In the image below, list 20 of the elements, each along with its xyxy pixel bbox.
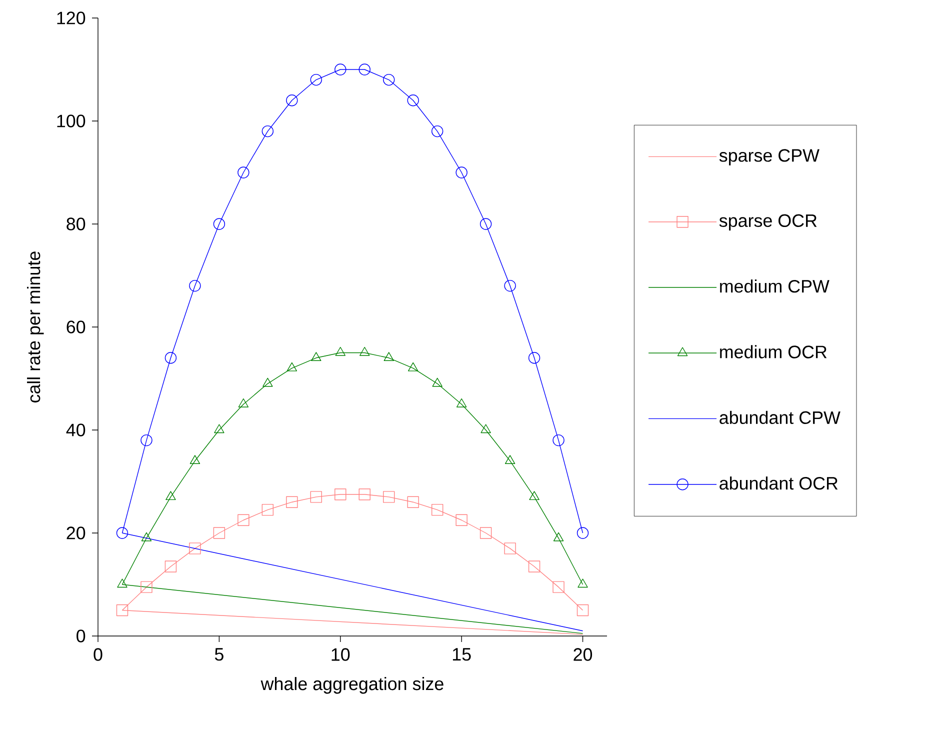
x-tick-label: 20: [574, 648, 592, 661]
x-axis-title: whale aggregation size: [260, 677, 444, 694]
y-tick-label: 60: [66, 320, 86, 334]
y-tick-label: 120: [57, 12, 86, 24]
legend-label: medium OCR: [720, 345, 827, 358]
legend-label: medium CPW: [720, 279, 830, 293]
legend-label: abundant CPW: [720, 410, 840, 424]
y-tick-label: 40: [66, 424, 86, 436]
y-axis-title: call rate per minute: [27, 252, 44, 402]
legend-label: sparse CPW: [719, 149, 820, 166]
y-tick-label: 0: [76, 630, 86, 642]
y-tick-label: 20: [66, 526, 86, 540]
legend-label: abundant OCR: [720, 476, 838, 490]
x-tick-label: 0: [94, 648, 102, 661]
x-tick-label: 5: [214, 648, 224, 661]
y-tick-label: 80: [66, 218, 86, 230]
y-tick-label: 100: [57, 114, 86, 128]
x-tick-label: 10: [332, 648, 350, 661]
legend-label: sparse OCR: [719, 214, 817, 231]
x-tick-label: 15: [452, 648, 471, 661]
